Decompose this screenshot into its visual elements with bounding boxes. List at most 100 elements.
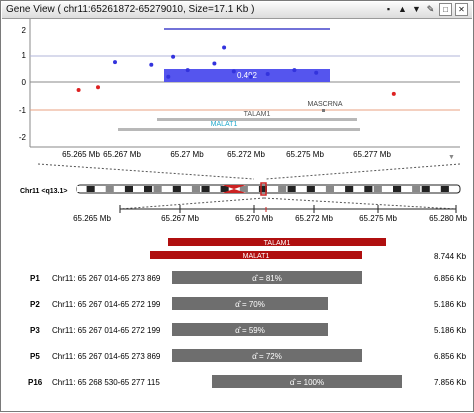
ideogram-band <box>86 186 95 192</box>
isoform-row[interactable]: P1 Chr11: 65 267 014-65 273 869 α̂ = 81%… <box>30 271 467 284</box>
isoform-size: 7.856 Kb <box>434 378 467 387</box>
malat1-track-bar <box>118 128 360 131</box>
zoom-to-fit-icon[interactable]: □ <box>439 3 452 16</box>
ideogram-band <box>220 186 229 192</box>
ideogram-band <box>211 186 220 192</box>
isoform-name: P2 <box>30 300 40 309</box>
talam1-track-label: TALAM1 <box>244 111 271 118</box>
zoom-guide-left <box>37 163 255 180</box>
isoform-row[interactable]: P3 Chr11: 65 267 014-65 272 199 α̂ = 59%… <box>30 323 467 336</box>
blue-data-point[interactable] <box>166 74 171 79</box>
save-icon[interactable]: ▪ <box>386 4 391 14</box>
collapse-icon[interactable]: ▲ <box>398 4 407 14</box>
blue-data-point[interactable] <box>171 54 176 59</box>
y-tick-label: 2 <box>22 26 27 35</box>
ideogram-band <box>364 186 373 192</box>
red-data-point[interactable] <box>96 85 100 90</box>
y-tick-label: -2 <box>19 133 27 142</box>
y-tick-label: -1 <box>19 106 27 115</box>
isoform-row[interactable]: P16 Chr11: 65 268 530-65 277 115 α̂ = 10… <box>28 375 467 388</box>
copy-number-segment[interactable] <box>164 69 330 82</box>
ideogram-band <box>258 186 267 192</box>
ideogram-band <box>96 186 105 192</box>
ideogram-band <box>201 186 210 192</box>
expand-icon[interactable]: ▼ <box>412 4 421 14</box>
isoform-bar[interactable] <box>212 375 402 388</box>
x-tick-label: 65.265 Mb <box>62 150 100 159</box>
ideogram-band <box>268 186 277 192</box>
isoform-name: P1 <box>30 274 40 283</box>
ideogram-band <box>450 186 459 192</box>
zoom-guide-lower-left <box>119 197 265 210</box>
blue-data-point[interactable] <box>292 68 297 73</box>
isoform-coords: Chr11: 65 267 014-65 272 199 <box>52 300 161 309</box>
blue-data-point[interactable] <box>231 69 236 74</box>
x-tick-label: 65.277 Mb <box>353 150 391 159</box>
x-tick-label: 65.275 Mb <box>286 150 324 159</box>
isoform-bar-label: α̂ = 81% <box>252 274 282 283</box>
blue-data-point[interactable] <box>314 70 319 75</box>
ideogram-band <box>287 186 296 192</box>
ideogram-band <box>278 186 287 192</box>
isoform-bar[interactable] <box>172 297 328 310</box>
title-bar: Gene View ( chr11:65261872-65279010, Siz… <box>2 2 472 19</box>
ideogram-band <box>172 186 181 192</box>
gene-axis-tick-label: 65.272 Mb <box>295 214 333 223</box>
ideogram-band <box>325 186 334 192</box>
scroll-down-icon[interactable]: ▼ <box>448 154 455 161</box>
ideogram-band <box>134 186 143 192</box>
ideogram-band <box>249 186 258 192</box>
ideogram-band <box>182 186 191 192</box>
blue-data-point[interactable] <box>113 60 117 65</box>
blue-data-point[interactable] <box>265 72 270 76</box>
blue-data-point[interactable] <box>149 62 154 67</box>
ideogram-band <box>316 186 325 192</box>
ideogram-band <box>163 186 172 192</box>
ideogram-band <box>440 186 449 192</box>
settings-icon[interactable]: ✎ <box>426 4 435 14</box>
chromosome-label: Chr11 <q13.1> <box>20 188 67 195</box>
zoom-guide-right <box>265 163 461 180</box>
malat1-gene-bar[interactable] <box>150 251 362 259</box>
talam1-track-bar <box>157 118 357 121</box>
blue-data-point[interactable] <box>248 74 253 79</box>
isoform-coords: Chr11: 65 267 014-65 273 869 <box>52 274 161 283</box>
isoform-bar[interactable] <box>172 349 362 362</box>
ideogram-band <box>297 186 306 192</box>
data-points <box>76 45 396 96</box>
x-tick-label: 65.27 Mb <box>170 150 204 159</box>
malat1-gene-label: MALAT1 <box>243 253 270 260</box>
ideogram-band <box>153 186 162 192</box>
ideogram-band <box>345 186 354 192</box>
isoform-coords: Chr11: 65 267 014-65 272 199 <box>52 326 161 335</box>
isoform-coords: Chr11: 65 267 014-65 273 869 <box>52 352 161 361</box>
isoform-name: P16 <box>28 378 43 387</box>
gene-axis-tick-label: 65.270 Mb <box>235 214 273 223</box>
blue-data-point[interactable] <box>212 61 217 66</box>
chromosome-ideogram[interactable] <box>76 182 461 196</box>
isoform-row[interactable]: P2 Chr11: 65 267 014-65 272 199 α̂ = 70%… <box>30 297 467 310</box>
isoform-coords: Chr11: 65 268 530-65 277 115 <box>52 378 160 387</box>
close-icon[interactable]: ✕ <box>455 3 468 16</box>
isoform-row[interactable]: P5 Chr11: 65 267 014-65 273 869 α̂ = 72%… <box>30 349 467 362</box>
blue-data-point[interactable] <box>222 45 227 50</box>
talam1-gene-bar[interactable] <box>168 238 386 246</box>
red-data-point[interactable] <box>391 91 396 96</box>
isoform-bar[interactable] <box>172 323 328 336</box>
ideogram-band <box>431 186 440 192</box>
ideogram-band <box>402 186 411 192</box>
isoform-bar-label: α̂ = 59% <box>235 326 265 335</box>
ideogram-band <box>191 186 200 192</box>
malat1-track-label: MALAT1 <box>211 121 238 128</box>
ideogram-band <box>230 186 239 192</box>
centromere <box>222 185 246 193</box>
blue-data-point[interactable] <box>185 68 190 73</box>
ideogram-band <box>115 186 124 192</box>
ideogram-band <box>393 186 402 192</box>
mascrna-track-label: MASCRNA <box>307 101 342 108</box>
red-data-point[interactable] <box>76 88 81 92</box>
ideogram-selection-box[interactable] <box>260 182 267 196</box>
zoom-guide-lower-right <box>263 197 457 210</box>
isoform-bar[interactable] <box>172 271 362 284</box>
ideogram-band <box>77 186 86 192</box>
